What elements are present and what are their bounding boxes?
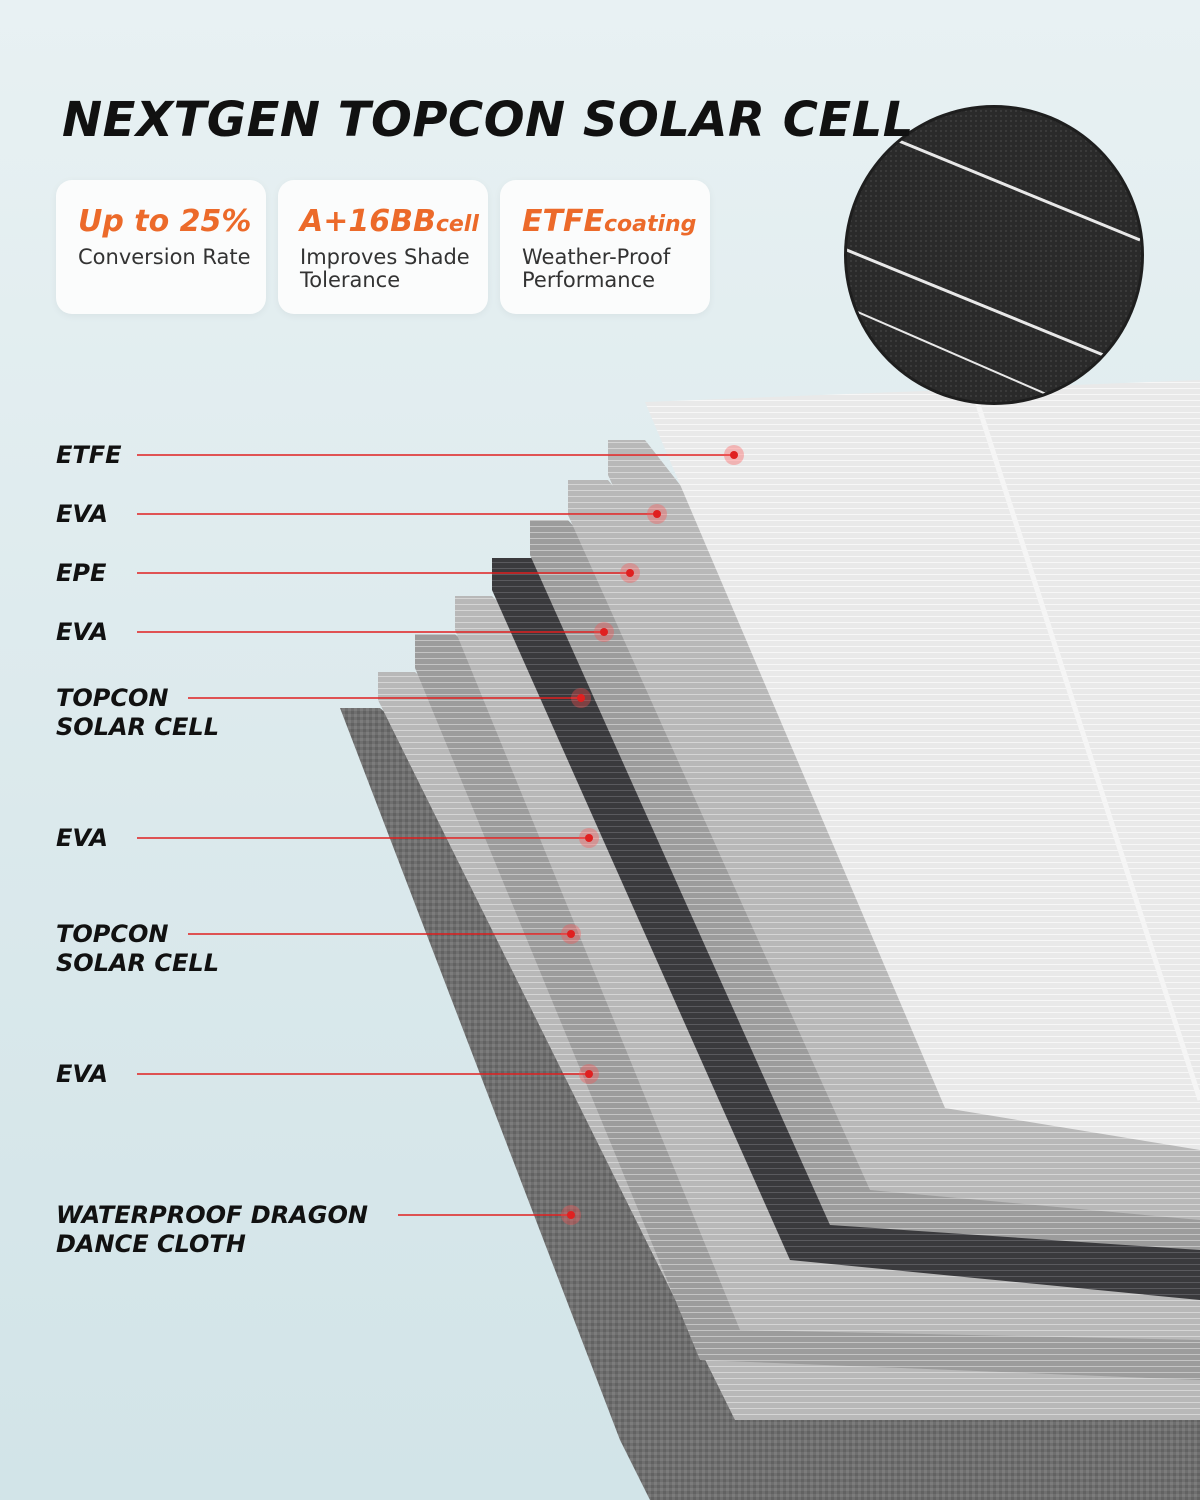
feature-card-coating: ETFEcoating Weather-Proof Performance: [500, 180, 710, 314]
layer-label-eva: EVA: [56, 1060, 108, 1088]
layer-label-epe: EPE: [56, 559, 107, 587]
feature-headline: A+16BBcell: [300, 204, 479, 239]
feature-headline: Up to 25%: [78, 204, 252, 239]
feature-description: Conversion Rate: [78, 245, 251, 269]
layer-label-topcon-cell: TOPCON SOLAR CELL: [56, 684, 219, 741]
pointer-lines: [137, 454, 734, 1216]
feature-card-cell: A+16BBcell Improves Shade Tolerance: [278, 180, 488, 314]
solar-cell-closeup-icon: [844, 105, 1144, 405]
layer-etfe-1: [645, 380, 1200, 1150]
layer-label-topcon-cell: TOPCON SOLAR CELL: [56, 920, 219, 977]
layer-label-eva: EVA: [56, 618, 108, 646]
layer-label-dragon-cloth: WATERPROOF DRAGON DANCE CLOTH: [56, 1201, 368, 1258]
pointer-dots: [561, 445, 744, 1225]
layer-label-eva: EVA: [56, 500, 108, 528]
feature-description: Improves Shade Tolerance: [300, 245, 470, 292]
feature-card-conversion: Up to 25% Conversion Rate: [56, 180, 266, 314]
page-title: NEXTGEN TOPCON SOLAR CELL: [62, 92, 914, 148]
feature-headline: ETFEcoating: [522, 204, 697, 239]
layer-label-eva: EVA: [56, 824, 108, 852]
feature-description: Weather-Proof Performance: [522, 245, 671, 292]
layer-label-etfe: ETFE: [56, 441, 122, 469]
